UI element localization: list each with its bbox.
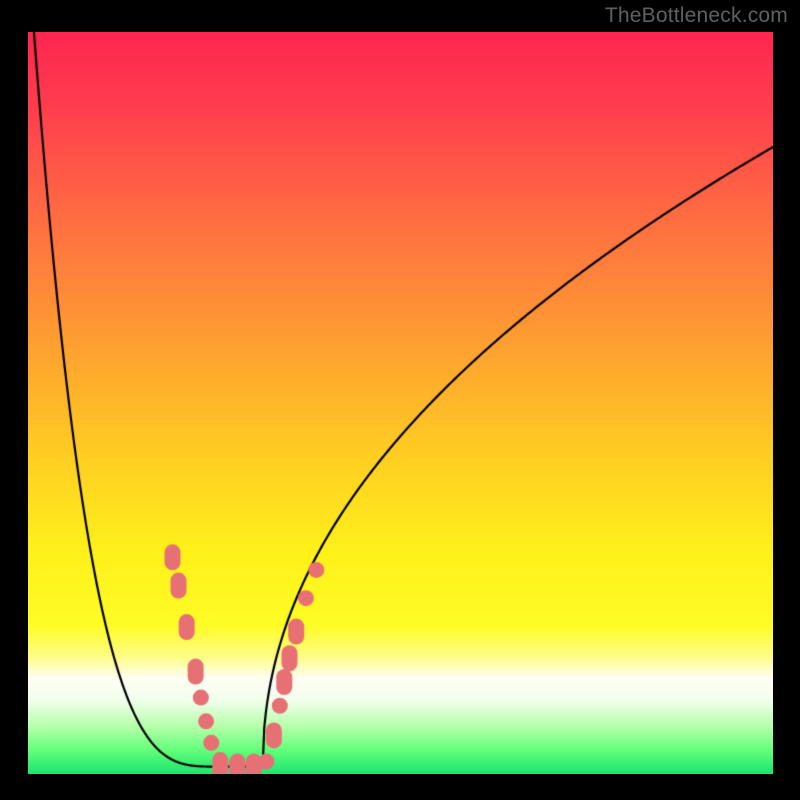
watermark-label: TheBottleneck.com <box>605 4 788 28</box>
figure-root: TheBottleneck.com <box>0 0 800 800</box>
plot-area <box>28 32 773 774</box>
bottleneck-curve <box>28 32 773 774</box>
